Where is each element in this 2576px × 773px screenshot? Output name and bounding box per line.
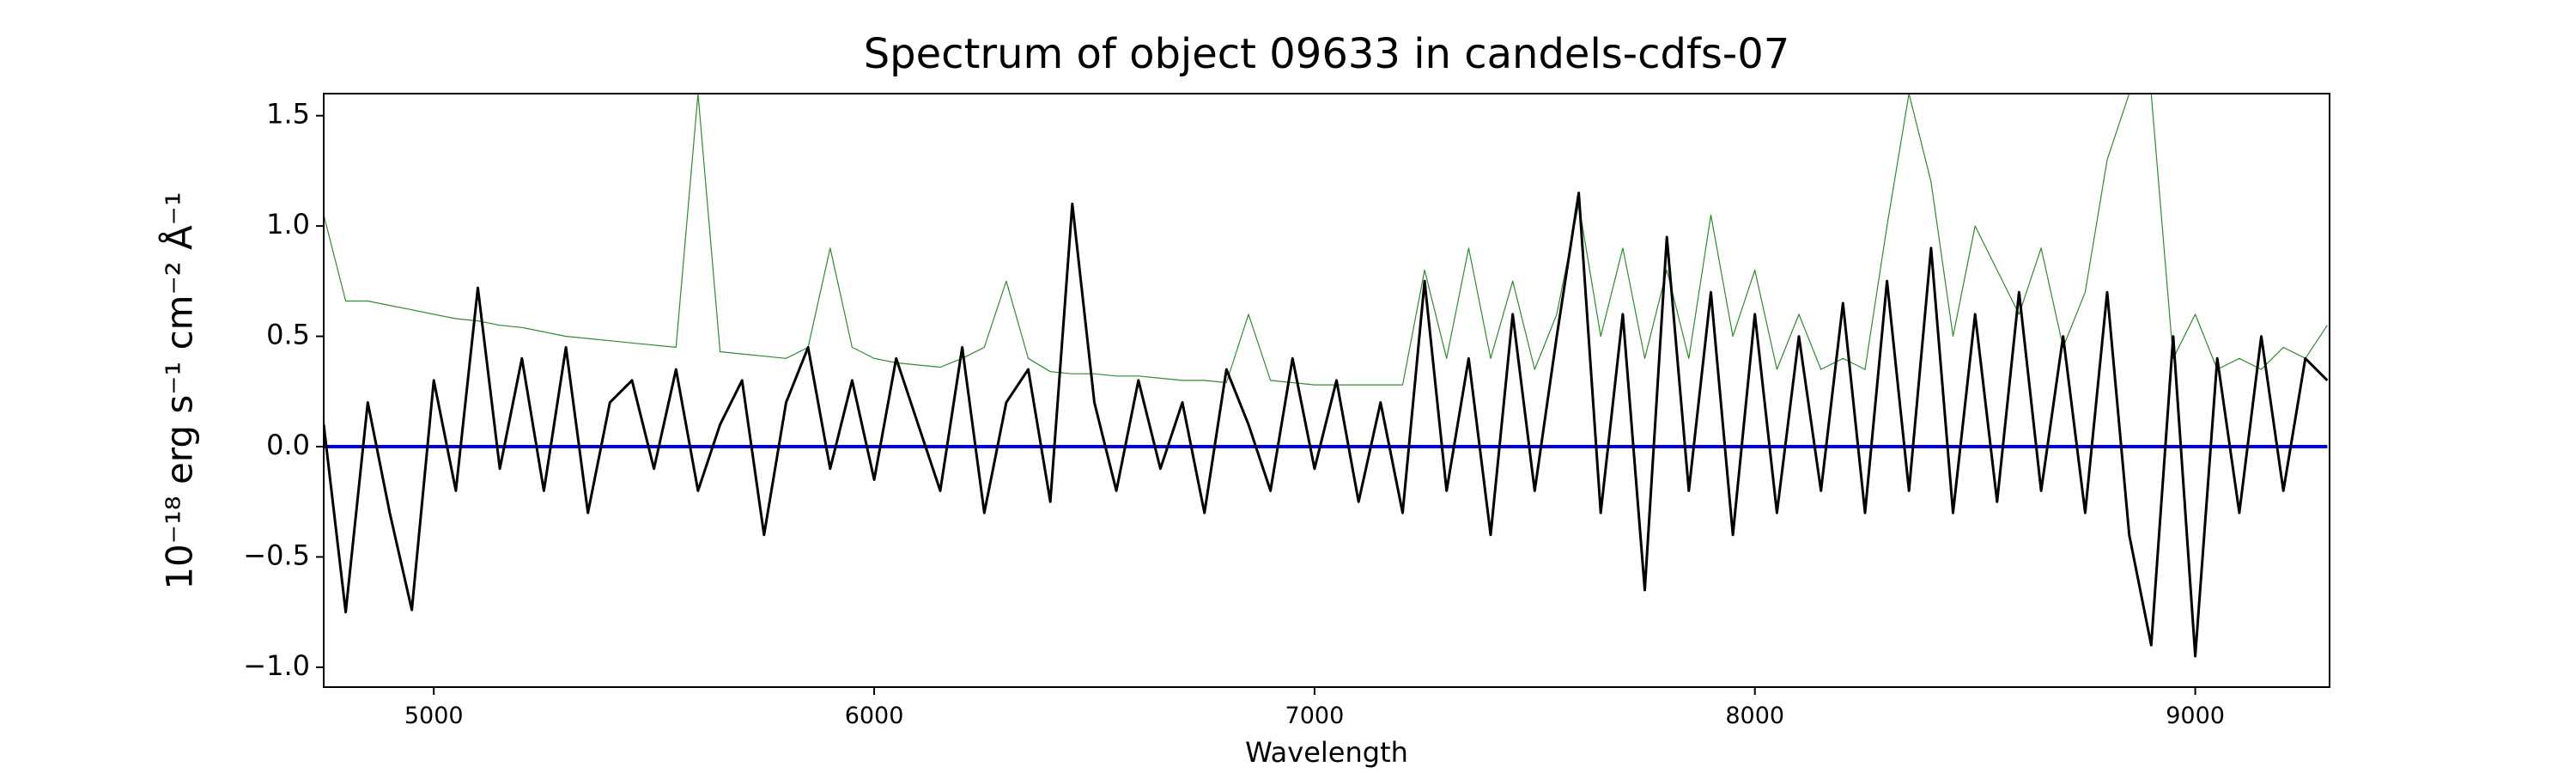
y-tick-label: 0.0 [266,429,310,461]
x-axis-label: Wavelength [1245,736,1408,769]
plot-frame [323,93,2330,688]
y-tick-label: −1.0 [243,649,310,682]
chart-title: Spectrum of object 09633 in candels-cdfs… [864,30,1790,78]
y-axis-label: 10⁻¹⁸ erg s⁻¹ cm⁻² Å⁻¹ [158,192,201,589]
x-tick-label: 9000 [2166,703,2225,729]
x-tick-label: 6000 [845,703,904,729]
data-line [324,192,2329,658]
y-tick-label: 0.5 [266,319,310,351]
plot-area [324,94,2329,658]
data-line [324,94,2328,386]
x-tick-label: 7000 [1285,703,1345,729]
x-tick-label: 5000 [404,703,464,729]
y-tick-label: 1.0 [266,208,310,240]
y-tick-label: −0.5 [243,539,310,571]
x-tick-label: 8000 [1725,703,1784,729]
y-tick-label: 1.5 [266,98,310,131]
